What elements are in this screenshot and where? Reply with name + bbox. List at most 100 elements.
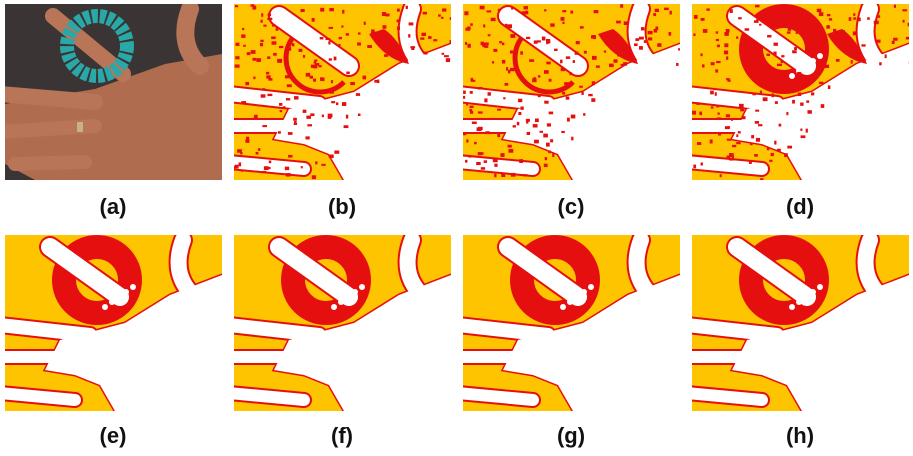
noise — [262, 88, 266, 90]
noise — [876, 40, 880, 43]
noise — [397, 19, 400, 22]
noise — [311, 65, 314, 68]
noise — [771, 153, 774, 156]
noise — [267, 167, 271, 169]
noise — [755, 5, 759, 7]
noise — [254, 116, 257, 119]
noise — [583, 113, 585, 116]
noise — [902, 9, 907, 11]
noise — [474, 142, 477, 144]
noise — [566, 56, 570, 59]
noise — [245, 82, 249, 85]
noise — [465, 28, 470, 31]
noise — [346, 115, 348, 119]
ring-hole — [789, 73, 795, 79]
noise — [571, 115, 576, 119]
noise — [784, 153, 788, 157]
noise — [669, 11, 671, 15]
noise — [867, 17, 870, 20]
noise — [545, 157, 547, 160]
noise — [676, 63, 678, 66]
ring-hole — [810, 289, 816, 295]
finger — [0, 94, 95, 102]
noise — [742, 116, 746, 119]
noise — [777, 64, 782, 66]
finger — [229, 325, 319, 335]
noise — [544, 101, 548, 104]
noise — [487, 10, 492, 12]
noise — [885, 54, 887, 58]
panel-label: (c) — [558, 194, 585, 219]
noise — [772, 93, 774, 97]
finger — [687, 393, 762, 400]
noise — [777, 149, 781, 152]
noise — [811, 92, 814, 95]
noise — [828, 85, 830, 89]
noise — [280, 110, 283, 112]
ring-hole — [560, 304, 566, 310]
noise — [241, 170, 243, 172]
noise — [573, 60, 575, 63]
noise — [511, 173, 516, 177]
noise — [732, 156, 734, 160]
noise — [446, 58, 450, 62]
noise — [520, 107, 523, 110]
noise — [771, 84, 774, 88]
noise — [561, 131, 564, 133]
noise — [299, 49, 303, 52]
noise — [561, 17, 565, 21]
noise — [591, 98, 595, 102]
noise — [760, 178, 763, 181]
noise — [277, 59, 282, 63]
panel-image — [0, 4, 222, 180]
noise — [693, 165, 696, 169]
noise — [819, 82, 824, 84]
noise — [787, 31, 791, 33]
noise — [908, 23, 910, 26]
noise — [706, 8, 709, 10]
ring-hole — [130, 284, 136, 290]
noise — [505, 83, 509, 86]
noise — [766, 54, 770, 57]
noise — [329, 8, 334, 11]
noise — [716, 105, 719, 107]
noise — [731, 118, 733, 121]
noise — [410, 46, 415, 48]
noise — [779, 73, 782, 75]
noise — [745, 28, 750, 30]
noise — [634, 43, 638, 46]
noise — [697, 142, 701, 145]
noise — [549, 112, 554, 115]
noise — [716, 61, 720, 63]
noise — [798, 92, 801, 96]
noise — [641, 27, 644, 30]
noise — [314, 62, 317, 64]
noise — [750, 143, 753, 146]
noise — [547, 123, 551, 126]
noise — [470, 91, 473, 94]
noise — [892, 41, 895, 44]
noise — [726, 114, 730, 117]
noise — [256, 152, 259, 155]
noise — [279, 103, 282, 106]
noise — [442, 53, 445, 55]
noise — [562, 22, 564, 24]
noise — [279, 46, 283, 48]
noise — [513, 125, 516, 127]
noise — [235, 165, 239, 169]
noise — [235, 56, 239, 59]
noise — [408, 34, 410, 37]
noise — [909, 61, 912, 64]
noise — [849, 17, 852, 21]
ring-hole — [331, 304, 337, 310]
noise — [266, 72, 269, 75]
noise — [510, 34, 515, 38]
noise — [307, 124, 312, 126]
noise — [736, 36, 738, 38]
noise — [781, 60, 783, 63]
noise — [552, 153, 554, 157]
finger — [458, 94, 548, 104]
noise — [546, 143, 550, 147]
ring-hole — [574, 294, 580, 300]
noise — [759, 24, 761, 26]
